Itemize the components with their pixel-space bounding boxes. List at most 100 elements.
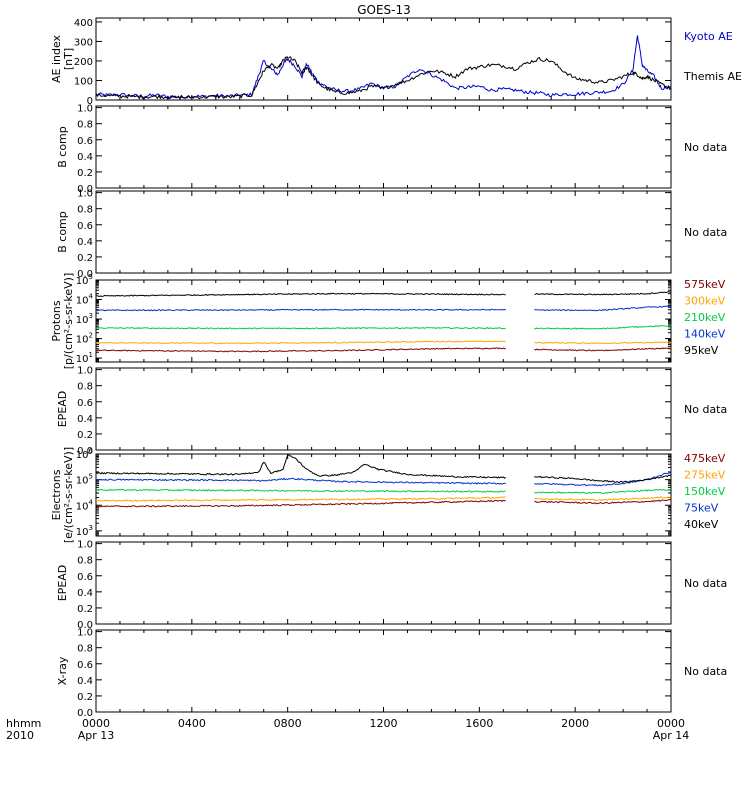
panel-8: X-ray 0.0 0.2 0.4 0.6 0.8 1.0 No data [56, 628, 727, 719]
series-line-210keV [95, 324, 672, 330]
ytick-label: 0.6 [77, 660, 93, 671]
ytick-label: 101 [76, 351, 93, 365]
time-tick-label: 1200 [370, 717, 398, 730]
ytick-label: 1.0 [77, 189, 93, 200]
ytick-label: 105 [76, 473, 93, 487]
time-axis-date-end: Apr 14 [653, 729, 690, 742]
ytick-label: 1.0 [77, 104, 93, 115]
ytick-label: 0.6 [77, 398, 93, 409]
legend-275keV: 275keV [684, 469, 726, 482]
ytick-label: 0.6 [77, 572, 93, 583]
panel-6: Electrons[e/(cm²-s-sr-keV)] 103 104 105 106 4… [50, 447, 726, 543]
ytick-label: 0.4 [77, 588, 93, 599]
ytick-label: 0.2 [77, 604, 93, 615]
ylabel-line: B comp [56, 211, 69, 253]
ytick-label: 104 [76, 498, 94, 512]
ytick-label: 0.8 [77, 382, 93, 393]
ylabel-line: B comp [56, 126, 69, 168]
legend-475keV: 475keV [684, 452, 726, 465]
time-axis-row-label: hhmm [6, 717, 41, 730]
ytick-label: 104 [76, 293, 94, 307]
ylabel-line: [p/(cm²-s-sr-keV)] [62, 273, 75, 370]
time-tick-label: 0000 [82, 717, 110, 730]
ylabel-line: Protons [50, 300, 63, 341]
panel-ylabel: AE index[nT] [50, 34, 75, 83]
series-line-575keV [95, 347, 672, 353]
legend-75keV: 75keV [684, 502, 719, 515]
ytick-label: 103 [76, 524, 93, 538]
panel-ylabel: EPEAD [56, 391, 69, 428]
ytick-label: 0.0 [77, 184, 93, 195]
no-data-label: No data [684, 665, 727, 678]
ytick-label: 0.4 [77, 152, 93, 163]
ytick-label: 200 [74, 57, 93, 68]
ytick-label: 103 [76, 312, 93, 326]
legend-40keV: 40keV [684, 518, 719, 531]
ytick-label: 0.4 [77, 237, 93, 248]
ytick-label: 0 [87, 96, 93, 107]
ytick-label: 0.0 [77, 269, 93, 280]
panel-ylabel: EPEAD [56, 565, 69, 602]
panel-frame [95, 541, 672, 625]
panel-7: EPEAD 0.0 0.2 0.4 0.6 0.8 1.0 No data [56, 540, 727, 631]
legend-210keV: 210keV [684, 311, 726, 324]
legend-575keV: 575keV [684, 278, 726, 291]
legend-300keV: 300keV [684, 295, 726, 308]
panel-frame [95, 190, 672, 274]
series-line-95keV [95, 291, 672, 297]
time-tick-label: 0400 [178, 717, 206, 730]
panel-2: B comp 0.0 0.2 0.4 0.6 0.8 1.0 No data [56, 104, 727, 195]
ylabel-line: Electrons [50, 469, 63, 520]
ytick-label: 400 [74, 18, 93, 29]
time-tick-label: 2000 [561, 717, 589, 730]
series-line-Themis AE [95, 55, 672, 100]
ytick-label: 106 [76, 447, 94, 461]
ylabel-line: AE index [50, 34, 63, 83]
ytick-label: 105 [76, 273, 93, 287]
time-tick-label: 0800 [274, 717, 302, 730]
time-tick-label: 0000 [657, 717, 685, 730]
panel-1: AE index[nT] 0 100 200 300 400 Kyoto AE Themis … [50, 17, 742, 107]
ylabel-line: [nT] [62, 48, 75, 70]
time-axis-year: 2010 [6, 729, 34, 742]
series-line-140keV [96, 305, 672, 312]
panel-frame [95, 105, 672, 189]
panel-frame [95, 453, 672, 537]
ylabel-line: X-ray [56, 656, 69, 685]
time-tick-label: 1600 [465, 717, 493, 730]
legend-Themis AE: Themis AE [683, 70, 742, 83]
ytick-label: 1.0 [77, 628, 93, 639]
series-line-475keV [95, 498, 672, 508]
ylabel-line: EPEAD [56, 565, 69, 602]
ylabel-line: [e/(cm²-s-sr-keV)] [62, 447, 75, 543]
no-data-label: No data [684, 403, 727, 416]
no-data-label: No data [684, 577, 727, 590]
ytick-label: 0.6 [77, 136, 93, 147]
panel-5: EPEAD 0.0 0.2 0.4 0.6 0.8 1.0 No data [56, 366, 727, 457]
panel-ylabel: X-ray [56, 656, 69, 685]
ytick-label: 100 [74, 76, 93, 87]
series-line-150keV [95, 488, 672, 495]
ytick-label: 0.2 [77, 168, 93, 179]
series-line-300keV [95, 340, 672, 345]
ytick-label: 0.8 [77, 556, 93, 567]
ytick-label: 0.0 [77, 620, 93, 631]
series-line-40keV [95, 454, 672, 484]
panel-ylabel: B comp [56, 126, 69, 168]
ytick-label: 0.2 [77, 430, 93, 441]
panel-ylabel: Electrons[e/(cm²-s-sr-keV)] [50, 447, 75, 543]
time-axis: hhmm 2010 Apr 13 Apr 14 0000 0400 0800 1200… [6, 717, 689, 742]
ylabel-line: EPEAD [56, 391, 69, 428]
ytick-label: 0.2 [77, 692, 93, 703]
ytick-label: 300 [74, 37, 93, 48]
ytick-label: 102 [76, 332, 93, 346]
time-axis-date-start: Apr 13 [78, 729, 115, 742]
no-data-label: No data [684, 141, 727, 154]
ytick-label: 0.6 [77, 221, 93, 232]
ytick-label: 0.0 [77, 708, 93, 719]
ytick-label: 0.4 [77, 676, 93, 687]
panel-3: B comp 0.0 0.2 0.4 0.6 0.8 1.0 No data [56, 189, 727, 280]
ytick-label: 0.8 [77, 644, 93, 655]
legend-Kyoto AE: Kyoto AE [684, 30, 733, 43]
